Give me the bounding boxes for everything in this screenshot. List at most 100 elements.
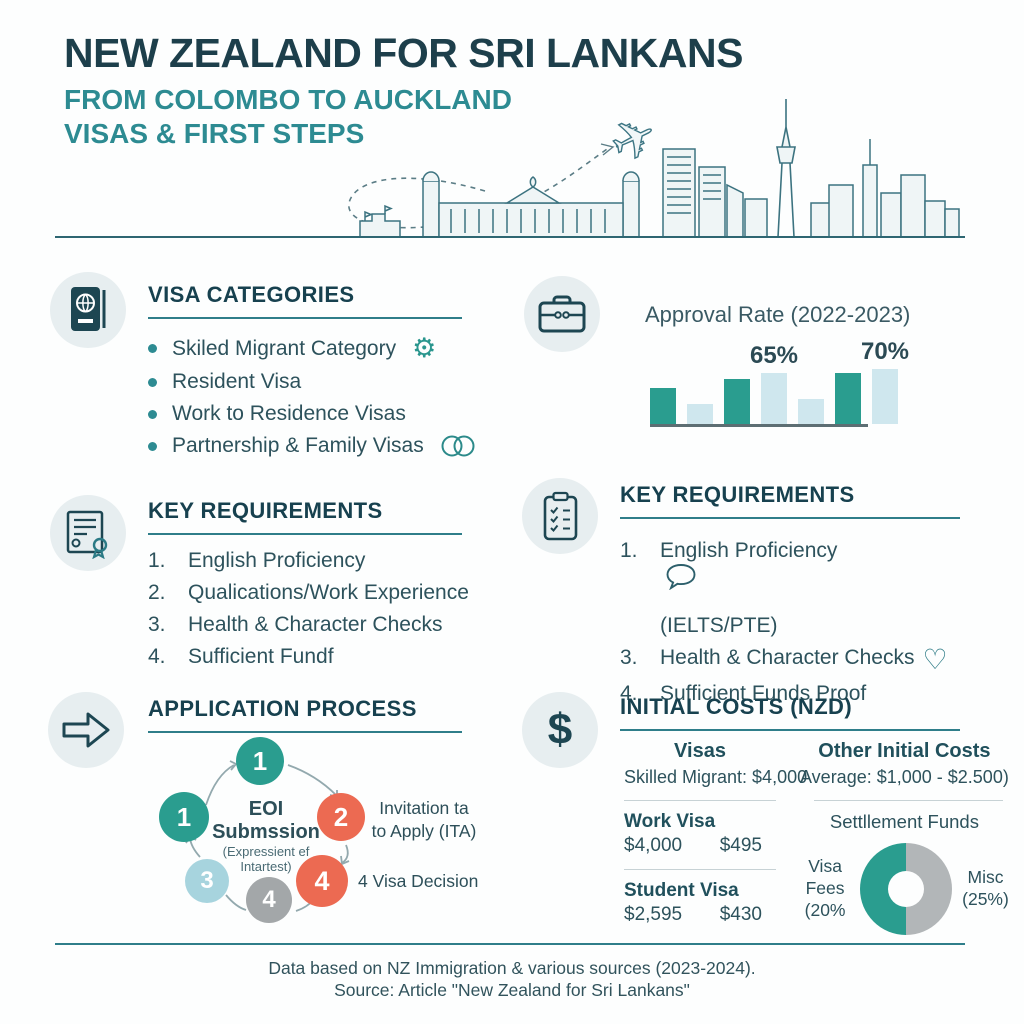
item-number: 4.: [148, 644, 166, 668]
heading-rule: [148, 533, 462, 535]
other-costs-column: Other Initial Costs Average: $1,000 - $2…: [796, 740, 1013, 935]
initial-costs-table: Visas Skilled Migrant: $4,000 Work Visa …: [620, 740, 1009, 935]
cost-row-name: Work Visa: [624, 811, 716, 832]
right-city-cluster: [810, 139, 960, 238]
key-requirements-right-list: 1. English Proficiency (IELTS/PTE) 3. He…: [620, 539, 966, 706]
row-divider: [814, 800, 1003, 801]
bar-value-label: 65%: [749, 342, 799, 369]
process-step-circle-top: 1: [236, 737, 284, 785]
footer-source-line2: Source: Article "New Zealand for Sri Lan…: [334, 980, 690, 1000]
approval-bar: [650, 388, 676, 424]
approval-bar: [872, 369, 898, 424]
key-requirements-right-section: KEY REQUIREMENTS 1. English Proficiency …: [620, 482, 966, 714]
heart-icon: ♡: [922, 643, 948, 675]
approval-bar: [724, 379, 750, 424]
visa-category-label: Skiled Migrant Category: [172, 336, 397, 360]
item-number: 2.: [148, 580, 166, 604]
ita-label-line2: to Apply (ITA): [371, 820, 477, 841]
eoi-label: EOI Submssion: [212, 798, 320, 843]
process-step-circle-ita: 2: [317, 793, 365, 841]
visa-categories-heading: VISA CATEGORIES: [148, 282, 355, 307]
item-number: 1.: [620, 538, 638, 562]
row-divider: [624, 800, 776, 801]
cost-value: $4,000: [624, 835, 683, 856]
visa-categories-list: Skiled Migrant Category ⚙ Resident Visa …: [148, 335, 478, 458]
visa-category-label: Work to Residence Visas: [172, 402, 406, 425]
item-number: 3.: [148, 612, 166, 636]
heading-rule: [620, 729, 960, 731]
requirement-label: Sufficient Funds Proof: [660, 681, 867, 705]
sky-tower: [776, 99, 796, 238]
key-requirements-right-heading: KEY REQUIREMENTS: [620, 482, 855, 507]
page-subtitle-steps: VISAS & FIRST STEPS: [64, 118, 365, 149]
process-step-circle-decision: 4: [296, 855, 348, 907]
cost-row-name: Student Visa: [624, 880, 739, 901]
list-item: 2. Qualications/Work Experience: [148, 581, 478, 605]
gear-icon: ⚙: [412, 333, 437, 363]
cost-value: $2,595: [624, 904, 683, 925]
key-requirements-left-section: KEY REQUIREMENTS 1. English Proficiency …: [148, 498, 478, 677]
item-number: 3.: [620, 645, 638, 669]
requirement-label: English Proficiency: [660, 538, 838, 562]
dollar-icon: $: [522, 692, 598, 768]
arrow-right-icon: [48, 692, 124, 768]
application-process-section: APPLICATION PROCESS: [148, 696, 478, 733]
visa-category-label: Resident Visa: [172, 370, 302, 393]
decision-label: 4 Visa Decision: [358, 871, 479, 891]
requirement-label: Health & Character Checks: [188, 612, 443, 636]
visa-categories-section: VISA CATEGORIES Skiled Migrant Category …: [148, 282, 478, 466]
visa-category-label: Partnership & Family Visas: [172, 434, 424, 457]
key-requirements-left-heading: KEY REQUIREMENTS: [148, 498, 383, 523]
cost-value: $430: [719, 904, 762, 925]
item-number: 1.: [148, 548, 166, 572]
donut-left-label: Visa Fees: [805, 856, 845, 899]
page-title: NEW ZEALAND FOR SRI LANKANS: [64, 30, 743, 76]
list-item: 4. Sufficient Funds Proof: [620, 682, 966, 706]
requirement-label: English Proficiency: [188, 548, 366, 572]
approval-bar: [798, 399, 824, 424]
list-item: 3. Health & Character Checks ♡: [620, 643, 966, 675]
key-requirements-left-list: 1. English Proficiency 2. Qualications/W…: [148, 549, 478, 669]
visas-column: Visas Skilled Migrant: $4,000 Work Visa …: [620, 740, 808, 935]
list-item: Partnership & Family Visas: [148, 434, 478, 458]
approval-bar: [687, 404, 713, 424]
settlement-donut: [860, 843, 953, 935]
speech-bubble-icon: [666, 563, 696, 590]
donut-right-value: (25%): [962, 889, 1009, 909]
other-costs-average: Average: $1,000 - $2.500): [800, 767, 1009, 787]
briefcase-icon: [524, 276, 600, 352]
approval-bar: [835, 373, 861, 424]
heading-rule: [148, 317, 462, 319]
skilled-migrant-cost: Skilled Migrant: $4,000: [624, 767, 808, 787]
requirement-label: Qualications/Work Experience: [188, 580, 469, 604]
auckland-buildings: [662, 148, 768, 238]
rings-icon: [441, 435, 475, 457]
passport-icon: [50, 272, 126, 348]
item-number: 4.: [620, 681, 638, 705]
visas-column-header: Visas: [674, 740, 726, 762]
list-item: 4. Sufficient Fundf: [148, 645, 478, 669]
list-item: 1. English Proficiency (IELTS/PTE): [620, 539, 966, 638]
process-step-circle-eoi: 1: [159, 792, 209, 842]
ita-label-line1: Invitation ta: [379, 798, 469, 818]
approval-bar-chart: 65% 70%: [650, 338, 909, 427]
bullet-dot: [148, 441, 157, 451]
initial-costs-section: INITIAL COSTS (NZD): [620, 694, 966, 731]
list-item: Work to Residence Visas: [148, 402, 478, 426]
other-costs-header: Other Initial Costs: [818, 740, 991, 762]
list-item: Resident Visa: [148, 370, 478, 394]
list-item: Skiled Migrant Category ⚙: [148, 335, 478, 362]
approval-bar: [761, 373, 787, 424]
application-process-heading: APPLICATION PROCESS: [148, 696, 417, 721]
settlement-funds-title: Settllement Funds: [829, 811, 979, 832]
process-step-circle-3: 3: [185, 859, 229, 903]
initial-costs-heading: INITIAL COSTS (NZD): [620, 694, 853, 719]
process-diagram: 1 1 2 3 4 4 EOI Submssion (Expressient e…: [150, 735, 480, 940]
donut-right-label: Misc: [967, 867, 1004, 888]
clipboard-icon: [522, 478, 598, 554]
heading-rule: [148, 731, 462, 733]
bar-value-label: 70%: [860, 338, 910, 365]
process-step-circle-4-gray: 4: [246, 877, 292, 923]
bullet-dot: [148, 409, 157, 419]
page-subtitle-route: FROM COLOMBO TO AUCKLAND: [64, 84, 512, 115]
